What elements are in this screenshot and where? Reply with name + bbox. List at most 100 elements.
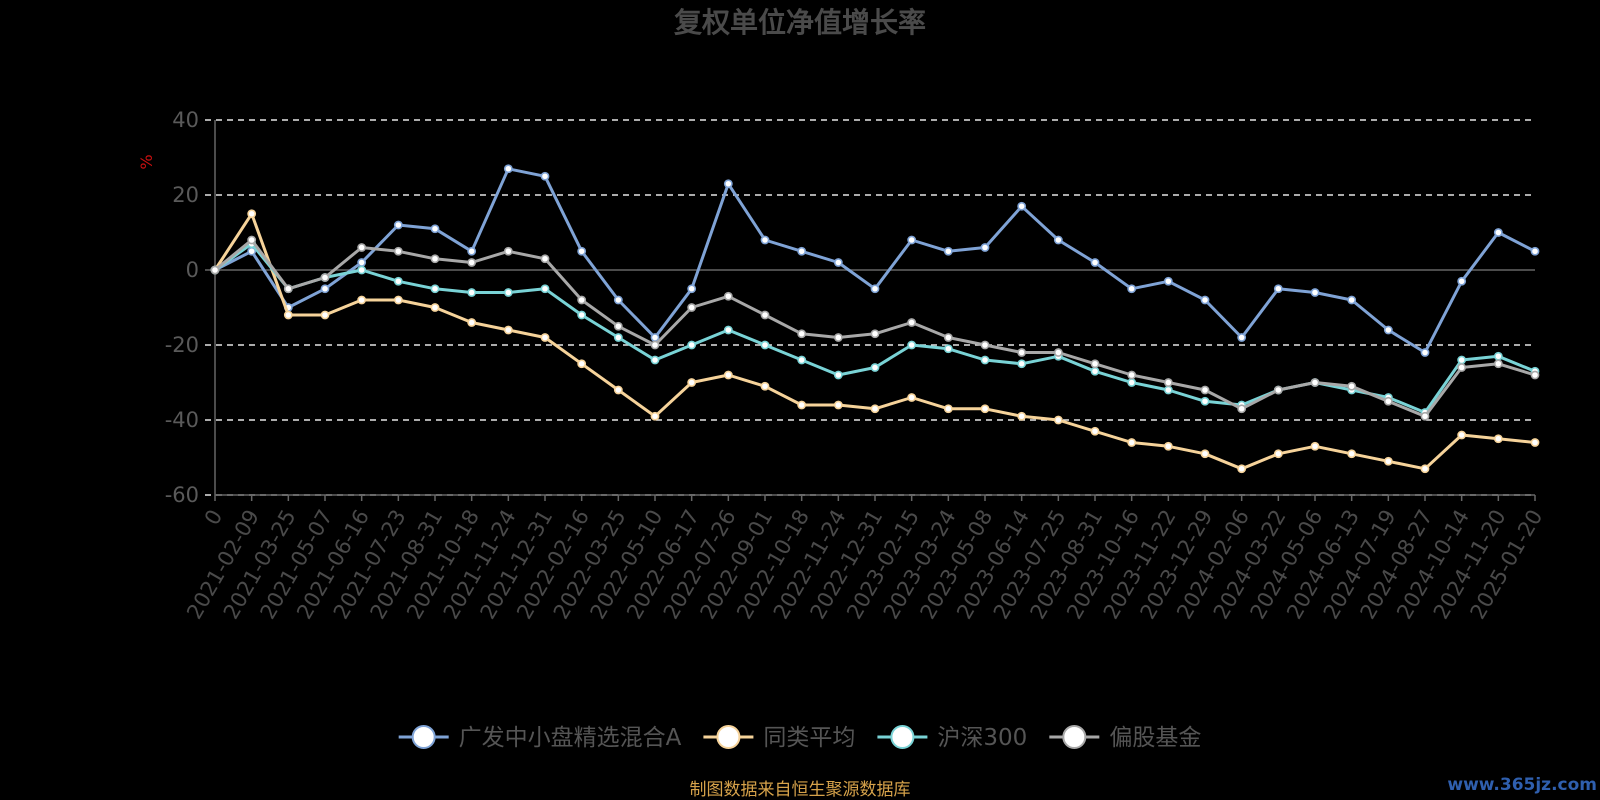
legend-item[interactable]: 同类平均 [703, 725, 855, 751]
data-point [833, 258, 843, 267]
chart-title: 复权单位净值增长率 [674, 6, 926, 39]
data-point [980, 355, 990, 365]
data-point [1420, 348, 1430, 357]
data-point [1237, 404, 1247, 414]
data-point [1090, 426, 1100, 436]
legend-label: 沪深300 [937, 725, 1027, 751]
data-point [870, 284, 880, 294]
data-point [1163, 378, 1173, 387]
y-tick-label: -40 [165, 408, 199, 432]
data-point [467, 246, 477, 256]
data-point [1237, 333, 1247, 342]
data-point [1053, 415, 1063, 425]
data-point [540, 254, 550, 264]
legend-swatch-marker [411, 725, 436, 749]
data-point [1383, 396, 1393, 406]
data-point [1163, 276, 1173, 286]
data-point [1237, 464, 1247, 474]
data-point [1420, 464, 1430, 474]
data-point [1420, 411, 1430, 421]
legend-item[interactable]: 偏股基金 [1049, 725, 1201, 751]
legend-swatch-marker [716, 725, 741, 749]
legend[interactable]: 广发中小盘精选混合A 同类平均 沪深300 偏股基金 [398, 725, 1202, 751]
series-3 [210, 239, 1540, 417]
data-point [393, 276, 403, 286]
data-point [760, 340, 770, 350]
data-point [1163, 441, 1173, 451]
data-point [1127, 378, 1137, 387]
legend-swatch-marker [1062, 725, 1087, 749]
data-point [247, 209, 257, 219]
data-point [943, 246, 953, 256]
data-point [1200, 396, 1210, 406]
y-tick-label: 20 [172, 183, 199, 207]
data-point [1347, 381, 1357, 391]
data-point [1163, 385, 1173, 395]
data-point [210, 265, 220, 275]
data-point [430, 284, 440, 294]
data-point [430, 224, 440, 234]
data-point [283, 284, 293, 294]
data-point [1493, 359, 1503, 369]
data-point [577, 359, 587, 369]
data-point [760, 381, 770, 391]
data-point [1200, 449, 1210, 459]
data-point [1530, 246, 1540, 256]
axis-layer: 40200-20-40-6002021-02-092021-03-252021-… [165, 108, 1548, 623]
data-point [907, 340, 917, 350]
data-point [797, 400, 807, 410]
legend-label: 偏股基金 [1109, 725, 1201, 751]
series-line [213, 242, 1537, 414]
data-point [1127, 370, 1137, 380]
legend-item[interactable]: 沪深300 [877, 725, 1027, 751]
data-point [723, 370, 733, 380]
data-point [1383, 456, 1393, 466]
data-point [357, 295, 367, 305]
data-point [943, 404, 953, 414]
data-point [1053, 235, 1063, 245]
data-point [613, 321, 623, 331]
data-point [540, 333, 550, 342]
data-point [833, 370, 843, 380]
grid-layer [205, 119, 1535, 496]
data-point [540, 284, 550, 294]
data-point [1493, 351, 1503, 361]
data-point [1457, 276, 1467, 286]
series-layer [210, 164, 1540, 474]
data-point [393, 220, 403, 230]
series-4 [210, 235, 1540, 421]
data-point [687, 340, 697, 350]
data-point [760, 310, 770, 320]
data-point [833, 400, 843, 410]
data-point [467, 288, 477, 297]
data-point [797, 355, 807, 365]
data-point [393, 295, 403, 305]
legend-item[interactable]: 广发中小盘精选混合A [398, 725, 682, 751]
data-point [467, 318, 477, 327]
data-point [870, 363, 880, 372]
data-point [650, 355, 660, 365]
legend-label: 同类平均 [763, 725, 855, 751]
data-point [833, 333, 843, 342]
data-point [247, 235, 257, 245]
data-point [943, 344, 953, 354]
y-tick-label: 40 [172, 108, 199, 132]
data-point [797, 246, 807, 256]
series-line [213, 238, 1537, 418]
data-point [723, 179, 733, 189]
data-point [1530, 438, 1540, 447]
data-point [980, 243, 990, 252]
data-point [503, 325, 513, 335]
data-point [1090, 366, 1100, 376]
data-point [980, 340, 990, 350]
data-point [1200, 295, 1210, 305]
data-point [503, 288, 513, 297]
x-tick-label: 0 [200, 506, 227, 530]
data-point [1383, 325, 1393, 335]
data-point [1273, 284, 1283, 294]
legend-label: 广发中小盘精选混合A [459, 725, 682, 751]
data-point [430, 254, 440, 264]
data-point [1090, 359, 1100, 369]
data-point [1530, 370, 1540, 380]
